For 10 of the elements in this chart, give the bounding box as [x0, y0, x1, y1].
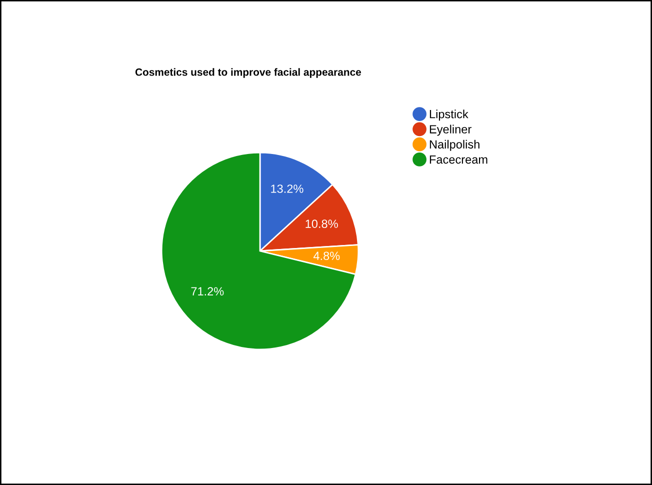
data-label: 13.2%	[271, 184, 304, 193]
legend-label: Facecream	[430, 155, 488, 164]
pie-slice	[160, 152, 356, 350]
data-label: 4.8%	[313, 252, 340, 260]
data-label: 71.2%	[191, 287, 224, 296]
legend-label: Lipstick	[430, 110, 468, 121]
data-label: 10.8%	[306, 220, 338, 228]
legend-label: Nailpolish	[430, 140, 480, 151]
chart-title: Cosmetics used to improve facial appearance	[135, 68, 362, 78]
legend-label: Eyeliner	[430, 124, 472, 136]
